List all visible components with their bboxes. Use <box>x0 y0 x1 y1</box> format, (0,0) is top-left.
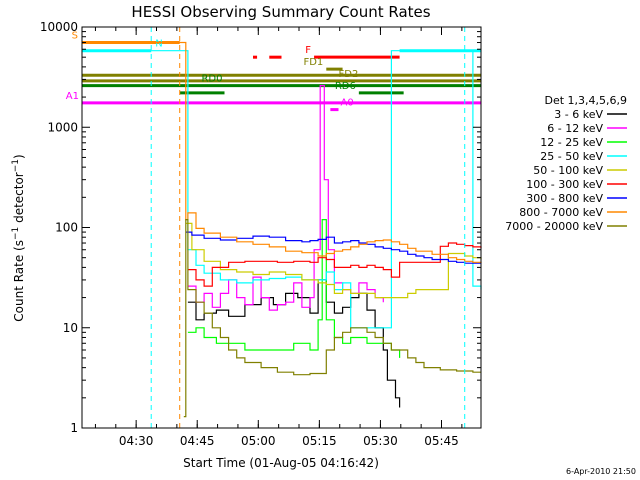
legend-label: 800 - 7000 keV <box>519 206 603 219</box>
series-line <box>82 41 482 264</box>
flag-label: FD2 <box>339 69 359 80</box>
y-tick-label: 100 <box>55 221 78 235</box>
legend-title: Det 1,3,4,5,6,9 <box>544 94 627 107</box>
y-tick-label: 1000 <box>47 120 78 134</box>
vertical-markers <box>150 27 466 428</box>
series-lines <box>82 41 482 418</box>
series-line <box>185 222 482 299</box>
y-tick-label: 10 <box>63 321 78 335</box>
y-axis-label-part: detector <box>12 172 26 227</box>
legend-label: 50 - 100 keV <box>533 164 603 177</box>
x-tick-label: 05:45 <box>424 434 459 448</box>
series-line <box>187 242 482 287</box>
flag-label: F <box>305 45 311 56</box>
flag-label: S <box>72 31 78 42</box>
y-tick-label: 10000 <box>40 20 78 34</box>
plot-frame <box>81 26 482 429</box>
y-axis-label-part: Count Rate (s <box>12 240 26 322</box>
axis-ticks: 04:30 04:45 05:00 05:15 05:30 05:45 1 10 100 1000… <box>40 20 481 448</box>
y-axis-label-exponent: −1 <box>11 227 21 240</box>
x-tick-label: 05:30 <box>363 434 398 448</box>
flag-label: N <box>155 39 162 50</box>
chart-title: HESSI Observing Summary Count Rates <box>131 3 430 21</box>
x-tick-label: 04:45 <box>180 434 215 448</box>
y-axis-label: Count Rate (s−1 detector−1) <box>11 154 26 321</box>
flag-label: A1 <box>66 91 79 102</box>
x-tick-label: 04:30 <box>119 434 154 448</box>
legend-label: 12 - 25 keV <box>540 136 603 149</box>
y-tick-label: 1 <box>70 421 78 435</box>
y-axis-label-part: ) <box>12 154 26 159</box>
flag-label: FD1 <box>303 57 323 68</box>
flag-label: RD6 <box>335 81 356 92</box>
legend-label: 6 - 12 keV <box>547 122 603 135</box>
series-line <box>82 50 482 329</box>
footer-timestamp: 6-Apr-2010 21:50 <box>566 467 636 476</box>
legend-label: 7000 - 20000 keV <box>505 220 603 233</box>
legend-label: 100 - 300 keV <box>526 178 603 191</box>
legend-label: 3 - 6 keV <box>554 108 603 121</box>
legend-label: 25 - 50 keV <box>540 150 603 163</box>
series-line <box>185 231 481 264</box>
flag-label: A0 <box>341 98 354 109</box>
series-line <box>187 85 384 311</box>
flag-label: RD0 <box>201 74 222 85</box>
x-tick-label: 05:15 <box>302 434 337 448</box>
y-axis-label-exponent: −1 <box>11 159 21 172</box>
series-line <box>183 219 481 418</box>
series-line <box>187 219 401 358</box>
legend-label: 300 - 800 keV <box>526 192 603 205</box>
x-axis-label: Start Time (01-Aug-05 04:16:42) <box>183 456 379 470</box>
x-tick-label: 05:00 <box>241 434 276 448</box>
